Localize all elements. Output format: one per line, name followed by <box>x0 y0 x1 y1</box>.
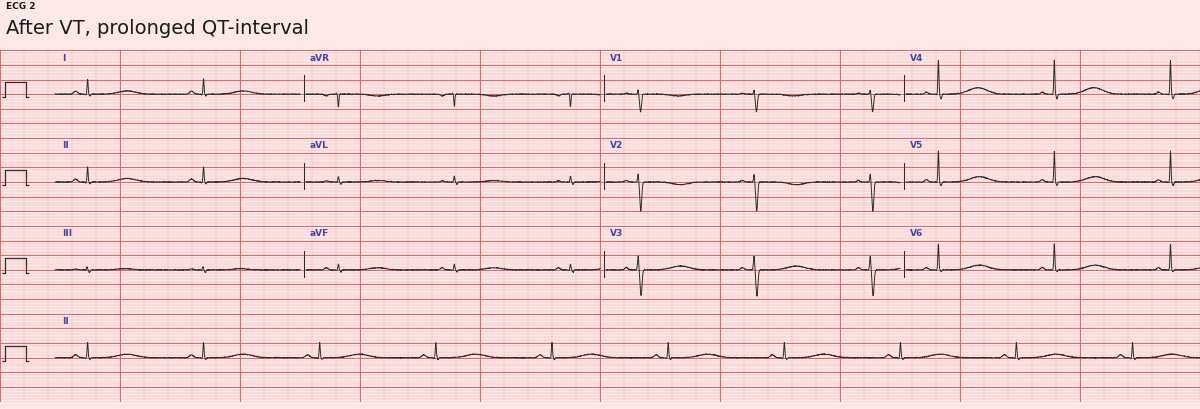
Text: II: II <box>62 316 70 325</box>
Text: II: II <box>62 141 70 150</box>
Text: V4: V4 <box>910 54 923 63</box>
Text: I: I <box>62 54 66 63</box>
Text: V3: V3 <box>610 229 623 238</box>
Text: ECG 2: ECG 2 <box>6 2 36 11</box>
Text: V5: V5 <box>910 141 923 150</box>
Text: aVL: aVL <box>310 141 329 150</box>
Text: V2: V2 <box>610 141 623 150</box>
Text: III: III <box>62 229 72 238</box>
Text: aVF: aVF <box>310 229 329 238</box>
Text: V1: V1 <box>610 54 623 63</box>
Text: V6: V6 <box>910 229 923 238</box>
Text: aVR: aVR <box>310 54 330 63</box>
Text: After VT, prolonged QT-interval: After VT, prolonged QT-interval <box>6 19 310 38</box>
